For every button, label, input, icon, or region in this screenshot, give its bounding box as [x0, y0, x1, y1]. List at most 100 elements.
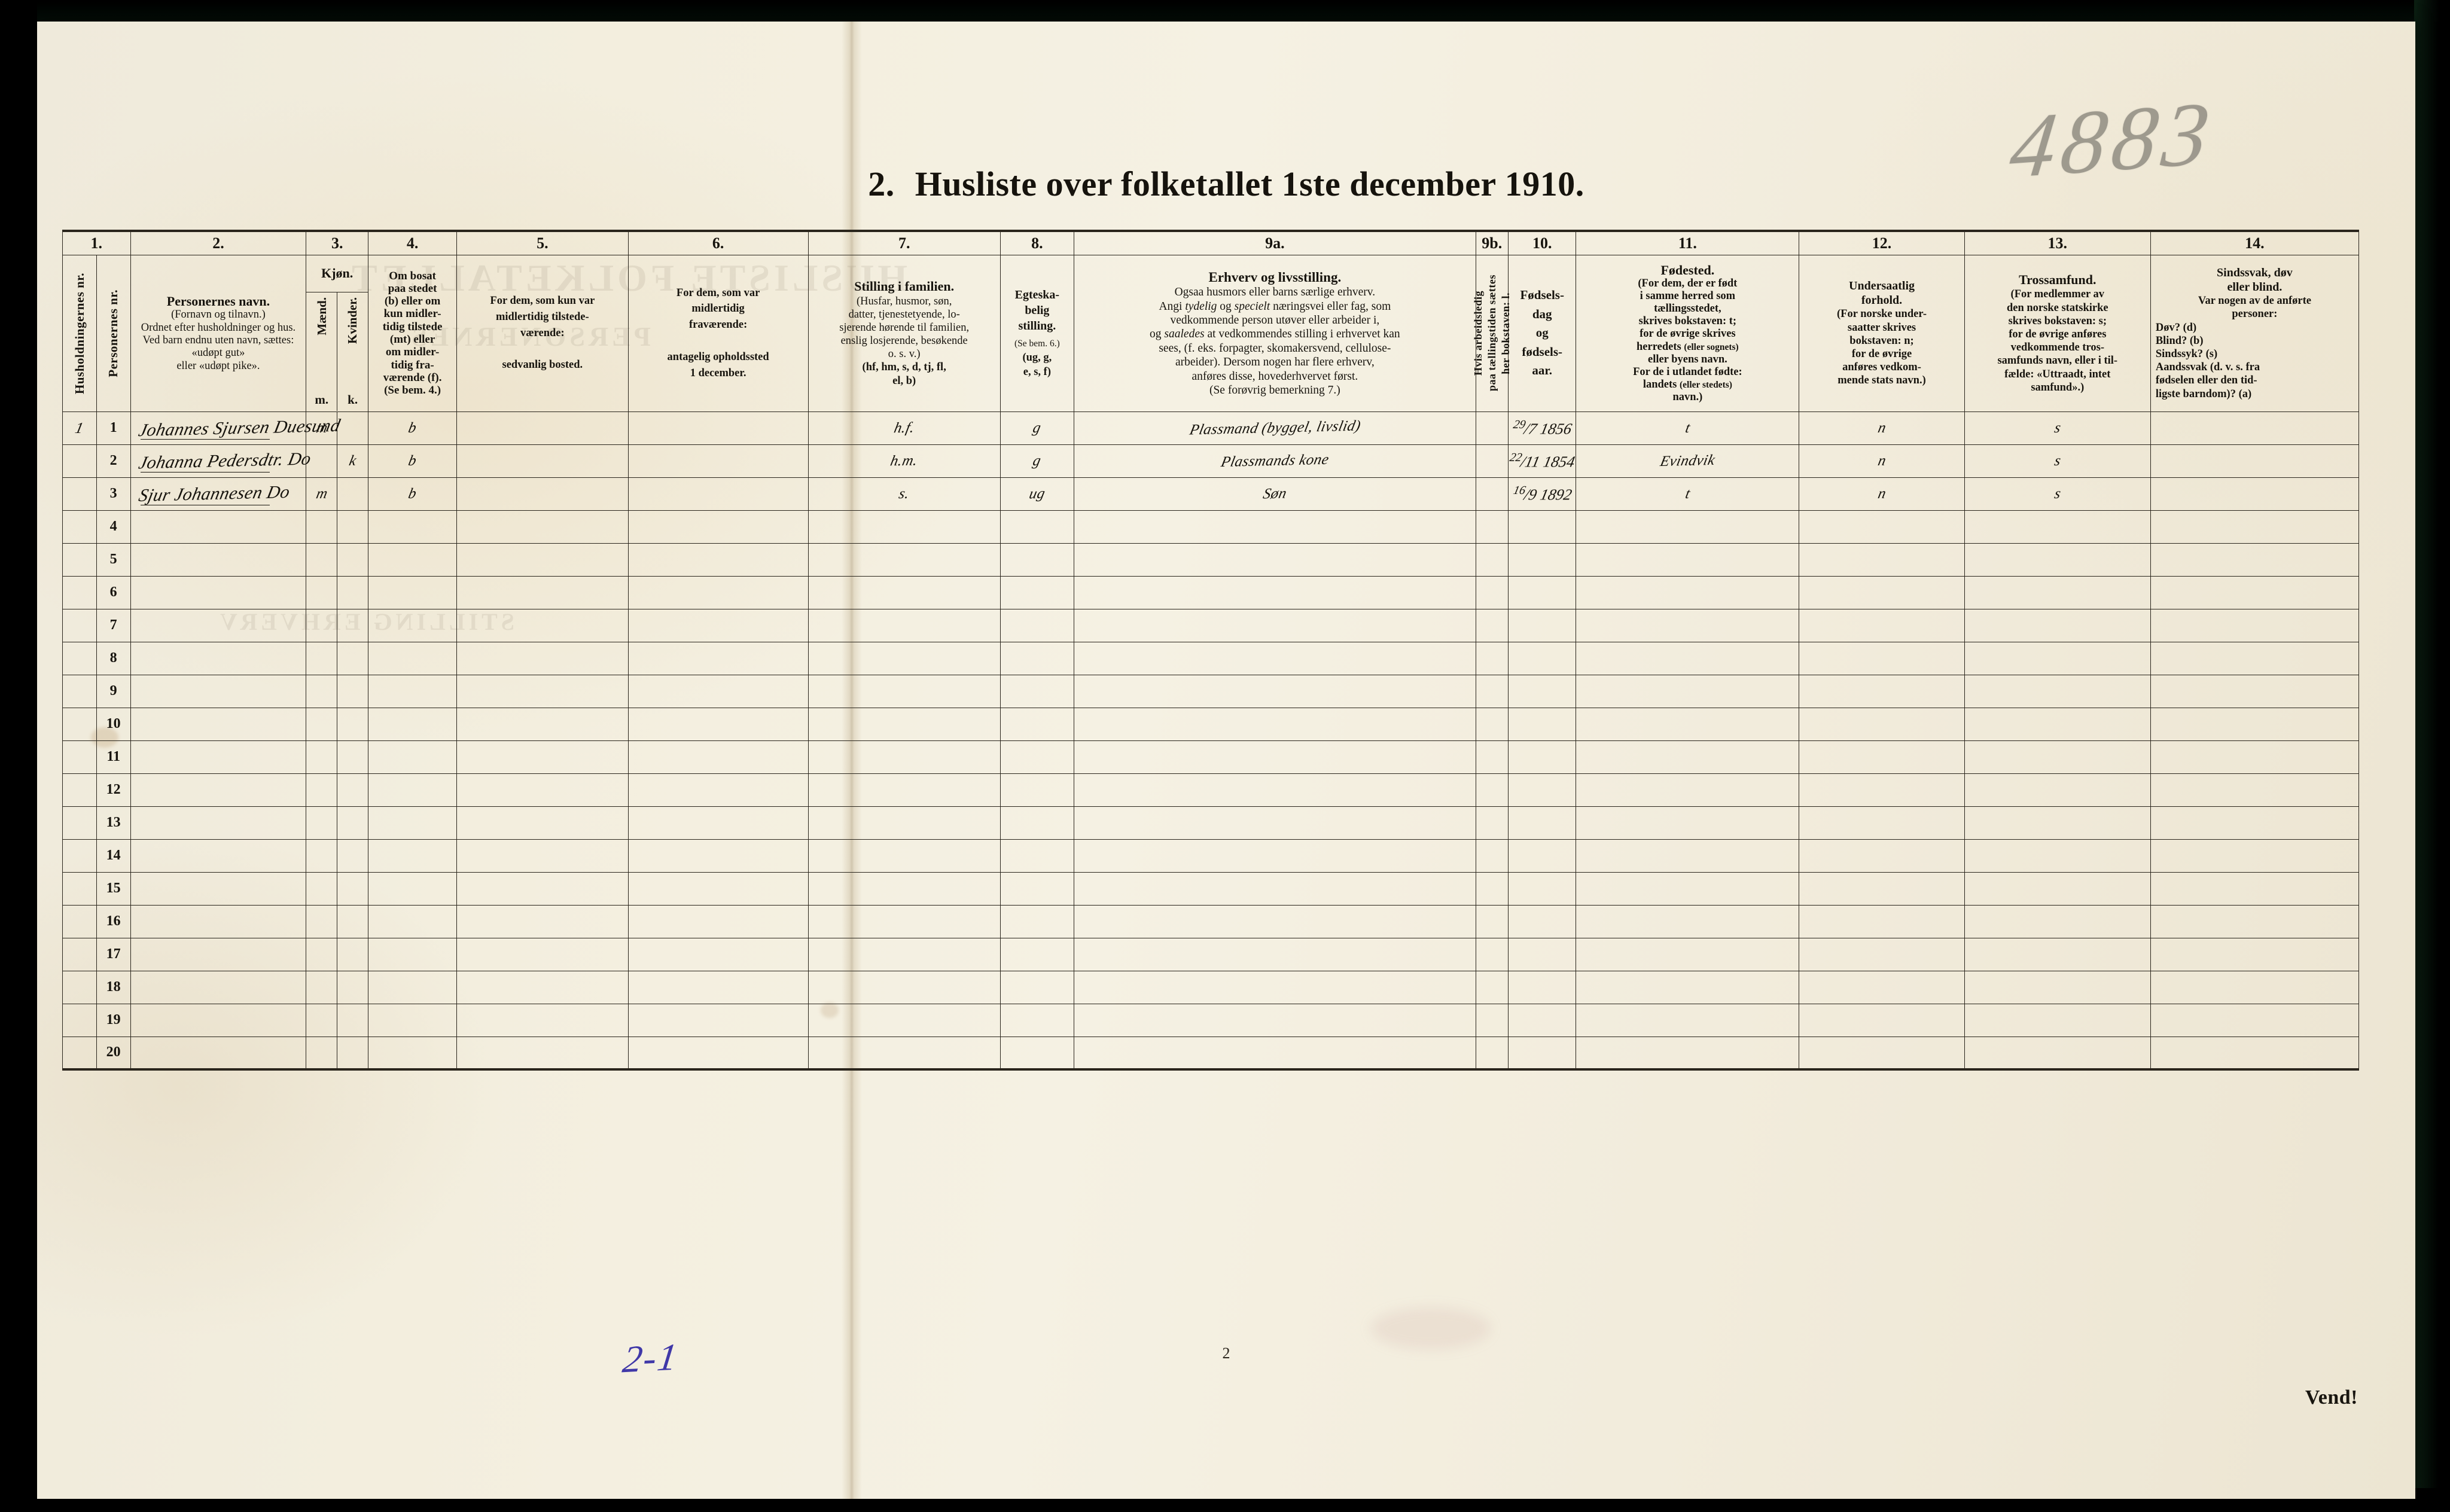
cell-birthplace[interactable] — [1576, 839, 1800, 873]
cell-household-nr[interactable] — [62, 477, 97, 511]
cell-sex-female[interactable] — [337, 542, 369, 577]
table-row[interactable]: 9 — [62, 674, 2360, 708]
cell-disability[interactable] — [2150, 1003, 2360, 1037]
cell-household-nr[interactable] — [62, 871, 97, 906]
cell-disability[interactable] — [2150, 641, 2360, 675]
cell-citizenship[interactable]: n — [1799, 477, 1965, 511]
cell-birth-date[interactable] — [1507, 970, 1577, 1004]
cell-disability[interactable] — [2150, 871, 2360, 906]
cell-unemployed[interactable] — [1475, 740, 1509, 774]
cell-marital-status[interactable] — [999, 575, 1075, 609]
cell-occupation[interactable] — [1074, 740, 1476, 774]
cell-sex-male[interactable] — [306, 1036, 338, 1071]
cell-occupation[interactable] — [1074, 641, 1476, 675]
cell-citizenship[interactable] — [1799, 773, 1965, 807]
table-row[interactable]: 1 1 Johannes Sjursen Duesund m b h.f. g Plassma… — [62, 411, 2360, 445]
cell-birthplace[interactable] — [1576, 674, 1800, 708]
cell-marital-status[interactable] — [999, 1036, 1075, 1071]
cell-birthplace[interactable] — [1576, 608, 1800, 642]
cell-religion[interactable] — [1964, 1036, 2151, 1071]
cell-person-name[interactable]: Johannes Sjursen Duesund — [130, 411, 342, 445]
cell-family-position[interactable] — [807, 904, 1001, 938]
cell-sex-female[interactable] — [337, 904, 369, 938]
cell-person-name[interactable] — [130, 773, 307, 807]
cell-religion[interactable] — [1964, 937, 2151, 971]
cell-birth-date[interactable] — [1507, 575, 1577, 609]
cell-sex-female[interactable] — [337, 740, 369, 774]
cell-marital-status[interactable] — [999, 839, 1075, 873]
cell-usual-residence[interactable] — [456, 839, 629, 873]
cell-temp-absent-location[interactable] — [627, 707, 809, 741]
cell-person-nr[interactable]: 8 — [96, 641, 131, 675]
cell-citizenship[interactable] — [1799, 641, 1965, 675]
cell-birth-date[interactable]: 16/9 1892 — [1507, 477, 1577, 511]
cell-occupation[interactable]: Plassmand (byggel, livslid) — [1074, 411, 1476, 445]
cell-person-nr[interactable]: 20 — [96, 1036, 131, 1071]
cell-occupation[interactable] — [1074, 839, 1476, 873]
cell-marital-status[interactable] — [999, 510, 1075, 544]
cell-person-nr[interactable]: 7 — [96, 608, 131, 642]
cell-usual-residence[interactable] — [456, 773, 629, 807]
cell-temp-absent-location[interactable] — [627, 871, 809, 906]
cell-temp-absent-location[interactable] — [627, 674, 809, 708]
cell-disability[interactable] — [2150, 542, 2360, 577]
cell-family-position[interactable] — [807, 674, 1001, 708]
cell-birth-date[interactable] — [1507, 510, 1577, 544]
cell-occupation[interactable] — [1074, 871, 1476, 906]
cell-sex-male[interactable] — [306, 970, 338, 1004]
cell-person-nr[interactable]: 12 — [96, 773, 131, 807]
cell-family-position[interactable] — [807, 1036, 1001, 1071]
cell-birthplace[interactable] — [1576, 937, 1800, 971]
cell-family-position[interactable] — [807, 773, 1001, 807]
cell-birthplace[interactable] — [1576, 641, 1800, 675]
cell-household-nr[interactable] — [62, 806, 97, 840]
cell-sex-male[interactable] — [306, 806, 338, 840]
cell-usual-residence[interactable] — [456, 575, 629, 609]
cell-birthplace[interactable] — [1576, 510, 1800, 544]
cell-sex-male[interactable] — [306, 608, 338, 642]
cell-religion[interactable] — [1964, 542, 2151, 577]
table-row[interactable]: 4 — [62, 510, 2360, 544]
cell-citizenship[interactable] — [1799, 970, 1965, 1004]
cell-family-position[interactable] — [807, 740, 1001, 774]
cell-temp-absent-location[interactable] — [627, 970, 809, 1004]
cell-citizenship[interactable] — [1799, 740, 1965, 774]
cell-family-position[interactable] — [807, 641, 1001, 675]
cell-religion[interactable]: s — [1964, 477, 2151, 511]
cell-person-nr[interactable]: 15 — [96, 871, 131, 906]
cell-temp-absent-location[interactable] — [627, 477, 809, 511]
cell-occupation[interactable] — [1074, 806, 1476, 840]
cell-usual-residence[interactable] — [456, 608, 629, 642]
cell-sex-female[interactable] — [337, 641, 369, 675]
cell-person-nr[interactable]: 11 — [96, 740, 131, 774]
cell-citizenship[interactable] — [1799, 1036, 1965, 1071]
table-row[interactable]: 18 — [62, 970, 2360, 1004]
cell-household-nr[interactable] — [62, 575, 97, 609]
cell-person-nr[interactable]: 13 — [96, 806, 131, 840]
cell-birthplace[interactable] — [1576, 542, 1800, 577]
cell-household-nr[interactable] — [62, 444, 97, 478]
cell-residency-status[interactable] — [368, 773, 458, 807]
table-row[interactable]: 10 — [62, 707, 2360, 741]
cell-person-nr[interactable]: 6 — [96, 575, 131, 609]
table-row[interactable]: 12 — [62, 773, 2360, 807]
cell-sex-male[interactable] — [306, 904, 338, 938]
cell-person-name[interactable] — [130, 839, 307, 873]
cell-occupation[interactable]: Plassmands kone — [1074, 444, 1476, 478]
cell-household-nr[interactable] — [62, 970, 97, 1004]
cell-temp-absent-location[interactable] — [627, 773, 809, 807]
cell-person-nr[interactable]: 17 — [96, 937, 131, 971]
cell-occupation[interactable] — [1074, 970, 1476, 1004]
cell-household-nr[interactable] — [62, 542, 97, 577]
cell-person-name[interactable]: Johanna Pedersdtr. Do — [130, 444, 313, 478]
cell-household-nr[interactable] — [62, 937, 97, 971]
cell-marital-status[interactable]: ug — [999, 477, 1075, 511]
cell-person-name[interactable] — [130, 871, 307, 906]
cell-sex-female[interactable] — [337, 674, 369, 708]
cell-religion[interactable] — [1964, 510, 2151, 544]
cell-birthplace[interactable] — [1576, 970, 1800, 1004]
cell-sex-female[interactable] — [337, 575, 369, 609]
cell-sex-female[interactable] — [337, 806, 369, 840]
cell-birth-date[interactable] — [1507, 542, 1577, 577]
cell-occupation[interactable] — [1074, 1036, 1476, 1071]
